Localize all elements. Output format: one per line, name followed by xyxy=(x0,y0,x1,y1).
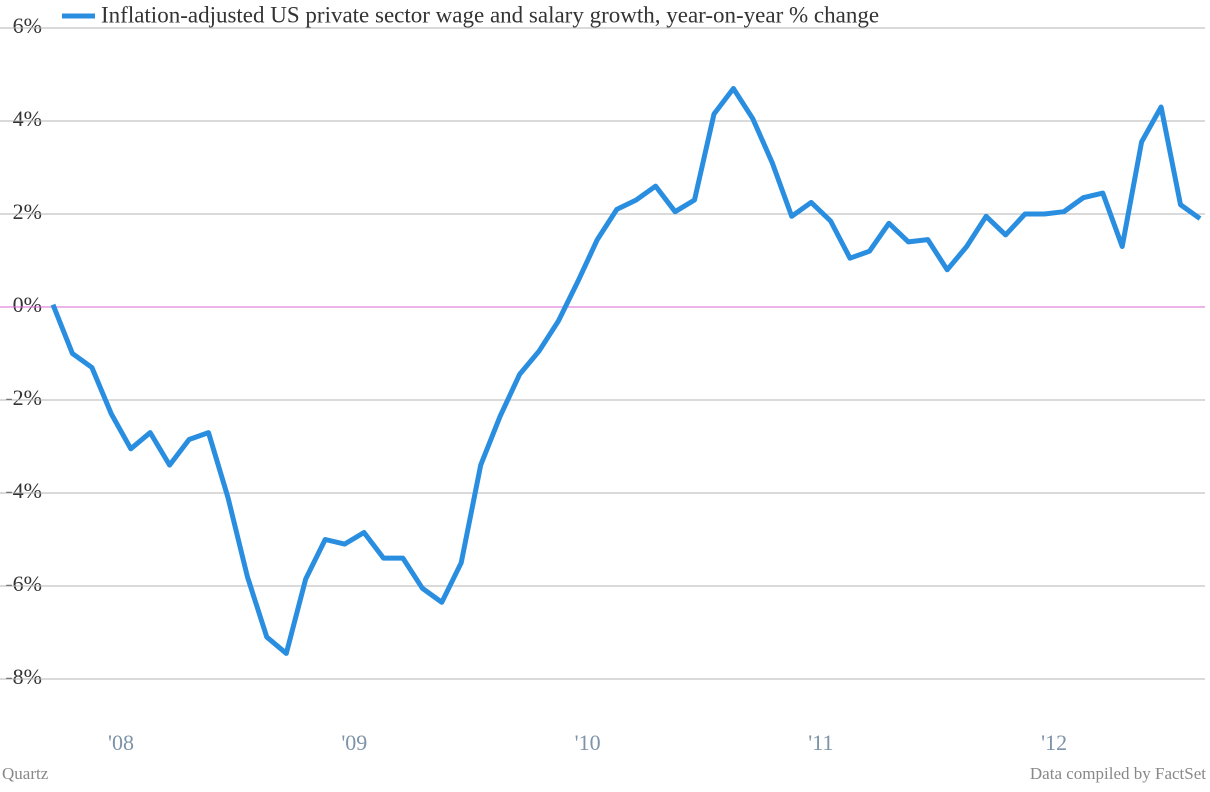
y-tick-label: 4% xyxy=(13,106,42,131)
x-tick-label: '12 xyxy=(1041,730,1067,755)
y-tick-label: -8% xyxy=(5,664,42,689)
x-tick-label: '10 xyxy=(575,730,601,755)
x-tick-label: '11 xyxy=(808,730,833,755)
legend-label: Inflation-adjusted US private sector wag… xyxy=(101,2,879,27)
x-tick-label: '09 xyxy=(341,730,367,755)
data-line xyxy=(50,86,1202,656)
y-tick-label: 6% xyxy=(13,13,42,38)
y-tick-label: -2% xyxy=(5,385,42,410)
source-right: Data compiled by FactSet xyxy=(1030,764,1206,783)
x-tick-label: '08 xyxy=(108,730,134,755)
y-tick-label: -4% xyxy=(5,478,42,503)
y-tick-label: -6% xyxy=(5,571,42,596)
y-tick-label: 0% xyxy=(13,292,42,317)
y-tick-label: 2% xyxy=(13,199,42,224)
source-left: Quartz xyxy=(2,764,49,783)
